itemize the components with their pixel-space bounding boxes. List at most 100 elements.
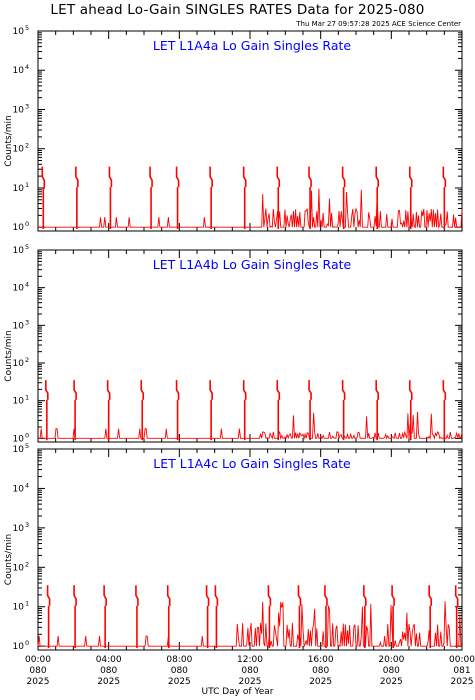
x-tick-label: 080 — [171, 666, 188, 676]
x-tick-label: 080 — [383, 666, 400, 676]
spike-mark — [135, 585, 139, 648]
y-tick-label: 10 — [13, 524, 25, 534]
y-tick-exponent: 5 — [25, 24, 29, 32]
x-tick-label: 04:00 — [96, 655, 122, 665]
spike-mark — [324, 585, 328, 648]
y-axis-label: Counts/min — [4, 115, 14, 166]
y-tick-exponent: 0 — [25, 431, 29, 439]
x-axis-label: UTC Day of Year — [201, 687, 274, 697]
y-tick-label: 10 — [13, 397, 25, 407]
spike-mark — [308, 166, 312, 229]
spike-mark — [209, 380, 213, 441]
x-tick-label: 00:00 — [449, 655, 475, 665]
x-tick-label: 00:00 — [25, 655, 51, 665]
spike-mark — [375, 166, 379, 229]
y-tick-label: 10 — [13, 445, 25, 455]
spike-mark — [166, 585, 171, 648]
x-tick-label: 080 — [312, 666, 329, 676]
series-background-line — [37, 601, 462, 648]
timestamp: Thu Mar 27 09:57:28 2025 ACE Science Cen… — [296, 20, 461, 28]
spike-mark — [442, 166, 447, 229]
spike-mark — [149, 166, 153, 229]
spike-mark — [209, 166, 213, 229]
x-tick-label: 2025 — [380, 677, 403, 687]
spike-mark — [454, 585, 459, 648]
y-tick-label: 10 — [13, 642, 25, 652]
spike-mark — [214, 585, 219, 648]
y-tick-label: 10 — [13, 284, 25, 294]
y-tick-exponent: 4 — [25, 63, 29, 71]
spike-mark — [242, 166, 247, 229]
y-tick-exponent: 0 — [25, 220, 29, 228]
spike-mark — [375, 380, 379, 441]
x-tick-label: 2025 — [239, 677, 262, 687]
x-tick-label: 080 — [241, 666, 258, 676]
spike-mark — [276, 166, 281, 229]
x-tick-label: 20:00 — [378, 655, 404, 665]
spike-mark — [106, 380, 111, 441]
spike-mark — [175, 166, 180, 229]
panel-frame — [37, 249, 463, 443]
spike-mark — [205, 585, 210, 648]
y-tick-exponent: 5 — [25, 243, 29, 251]
y-tick-exponent: 4 — [25, 281, 29, 289]
spike-mark — [341, 380, 346, 441]
spike-mark — [46, 585, 51, 648]
y-tick-label: 10 — [13, 321, 25, 331]
y-tick-exponent: 5 — [25, 442, 29, 450]
page-title: LET ahead Lo-Gain SINGLES RATES Data for… — [50, 2, 425, 18]
spike-mark — [242, 380, 247, 441]
y-tick-label: 10 — [13, 105, 25, 115]
panel-frame — [37, 448, 463, 651]
panel-frame — [37, 30, 463, 232]
spike-mark — [75, 166, 79, 229]
x-tick-label: 2025 — [27, 677, 50, 687]
spike-mark — [103, 585, 107, 648]
spike-mark — [140, 380, 145, 441]
spike-mark — [297, 585, 302, 648]
x-tick-label: 16:00 — [308, 655, 334, 665]
y-tick-label: 10 — [13, 484, 25, 494]
x-tick-label: 2025 — [309, 677, 332, 687]
x-tick-label: 080 — [29, 666, 46, 676]
x-tick-label: 2025 — [97, 677, 120, 687]
panel-title: LET L1A4a Lo Gain Singles Rate — [153, 38, 351, 53]
x-tick-label: 12:00 — [237, 655, 263, 665]
spike-mark — [108, 166, 113, 229]
spike-mark — [442, 380, 447, 441]
y-tick-label: 10 — [13, 434, 25, 444]
x-tick-label: 081 — [453, 666, 470, 676]
spike-mark — [308, 380, 312, 441]
spike-mark — [73, 380, 77, 441]
y-axis-label: Counts/min — [4, 534, 14, 585]
y-tick-exponent: 3 — [25, 521, 29, 529]
y-tick-label: 10 — [13, 66, 25, 76]
spike-mark — [408, 166, 413, 229]
y-axis-label: Counts/min — [4, 330, 14, 381]
y-tick-exponent: 2 — [25, 142, 29, 150]
y-tick-exponent: 1 — [25, 600, 29, 608]
y-tick-label: 10 — [13, 563, 25, 573]
spike-mark — [341, 166, 346, 229]
spike-mark — [267, 585, 272, 648]
y-tick-label: 10 — [13, 603, 25, 613]
y-tick-label: 10 — [13, 359, 25, 369]
spike-mark — [391, 585, 395, 648]
y-tick-label: 10 — [13, 246, 25, 256]
series-background-line — [38, 188, 463, 229]
y-tick-exponent: 0 — [25, 639, 29, 647]
x-tick-label: 2025 — [168, 677, 191, 687]
spike-mark — [45, 380, 49, 441]
x-tick-label: 2025 — [451, 677, 474, 687]
spike-mark — [428, 585, 432, 648]
y-tick-exponent: 3 — [25, 318, 29, 326]
y-tick-exponent: 2 — [25, 356, 29, 364]
y-tick-exponent: 1 — [25, 394, 29, 402]
y-tick-label: 10 — [13, 184, 25, 194]
spike-mark — [175, 380, 180, 441]
y-tick-exponent: 2 — [25, 560, 29, 568]
panel-title: LET L1A4b Lo Gain Singles Rate — [153, 257, 352, 272]
spike-mark — [73, 585, 77, 648]
panel-title: LET L1A4c Lo Gain Singles Rate — [153, 456, 351, 471]
